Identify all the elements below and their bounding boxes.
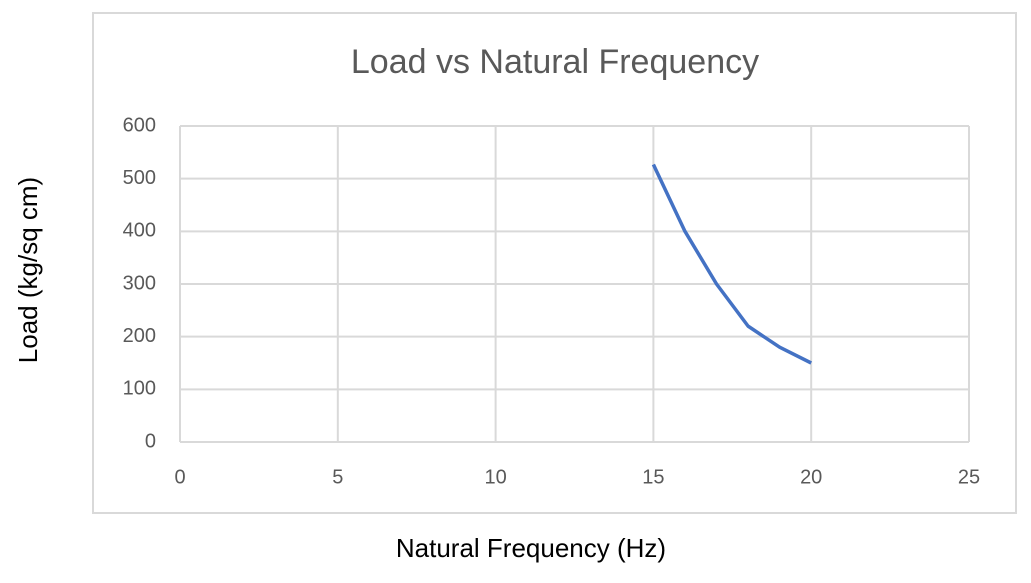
x-tick-label: 25 xyxy=(958,466,980,488)
x-tick-label: 5 xyxy=(332,466,343,488)
y-tick-label: 300 xyxy=(123,272,156,294)
x-axis-label: Natural Frequency (Hz) xyxy=(396,533,666,563)
x-tick-label: 10 xyxy=(484,466,506,488)
x-tick-label: 20 xyxy=(800,466,822,488)
y-tick-label: 600 xyxy=(123,114,156,136)
y-tick-label: 200 xyxy=(123,325,156,347)
y-tick-label: 100 xyxy=(123,378,156,400)
y-tick-label: 500 xyxy=(123,167,156,189)
y-tick-label: 0 xyxy=(145,430,156,452)
y-axis-label: Load (kg/sq cm) xyxy=(13,177,43,363)
x-tick-label: 0 xyxy=(174,466,185,488)
chart-title: Load vs Natural Frequency xyxy=(351,43,759,81)
chart-frame xyxy=(92,12,1017,514)
x-tick-label: 15 xyxy=(642,466,664,488)
y-tick-label: 400 xyxy=(123,220,156,242)
data-line xyxy=(651,163,812,365)
